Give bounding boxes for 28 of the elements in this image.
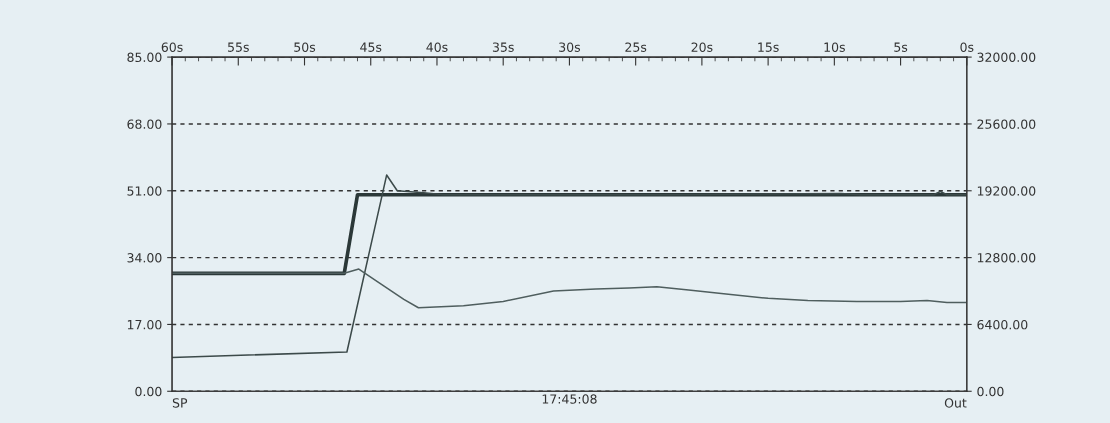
x-tick-label: 5s [894,42,908,52]
y2-tick-label: 25600.00 [977,119,1036,129]
text: SP [172,398,188,408]
y-tick-label: 68.00 [127,119,162,129]
x-tick-label: 35s [492,42,514,52]
y2-tick-label: 0.00 [977,386,1004,397]
x-tick-label: 50s [294,42,316,52]
y-tick-label: 34.00 [127,253,162,263]
x-tick-label: 55s [228,42,249,52]
text: Out [944,398,967,408]
x-tick-label: 25s [625,42,647,52]
x-tick-label: 60s [161,42,183,52]
y-tick-label: 17.00 [127,319,162,330]
y-tick-label: 51.00 [127,186,162,196]
y2-tick-label: 32000.00 [977,52,1036,63]
x-tick-label: 20s [691,42,713,52]
y2-tick-label: 19200.00 [977,186,1036,196]
y-tick-label: 85.00 [127,52,162,63]
x-tick-label: 0s [960,42,974,52]
y-tick-label: 0.00 [135,386,162,397]
x-tick-label: 10s [824,42,845,52]
x-axis-title: 17:45:08 [542,394,597,404]
y2-tick-label: 12800.00 [977,253,1036,263]
x-tick-label: 40s [426,42,448,52]
y2-tick-label: 6400.00 [977,319,1028,330]
x-tick-label: 45s [360,42,382,52]
x-tick-label: 30s [559,42,581,52]
x-tick-label: 15s [758,42,779,52]
